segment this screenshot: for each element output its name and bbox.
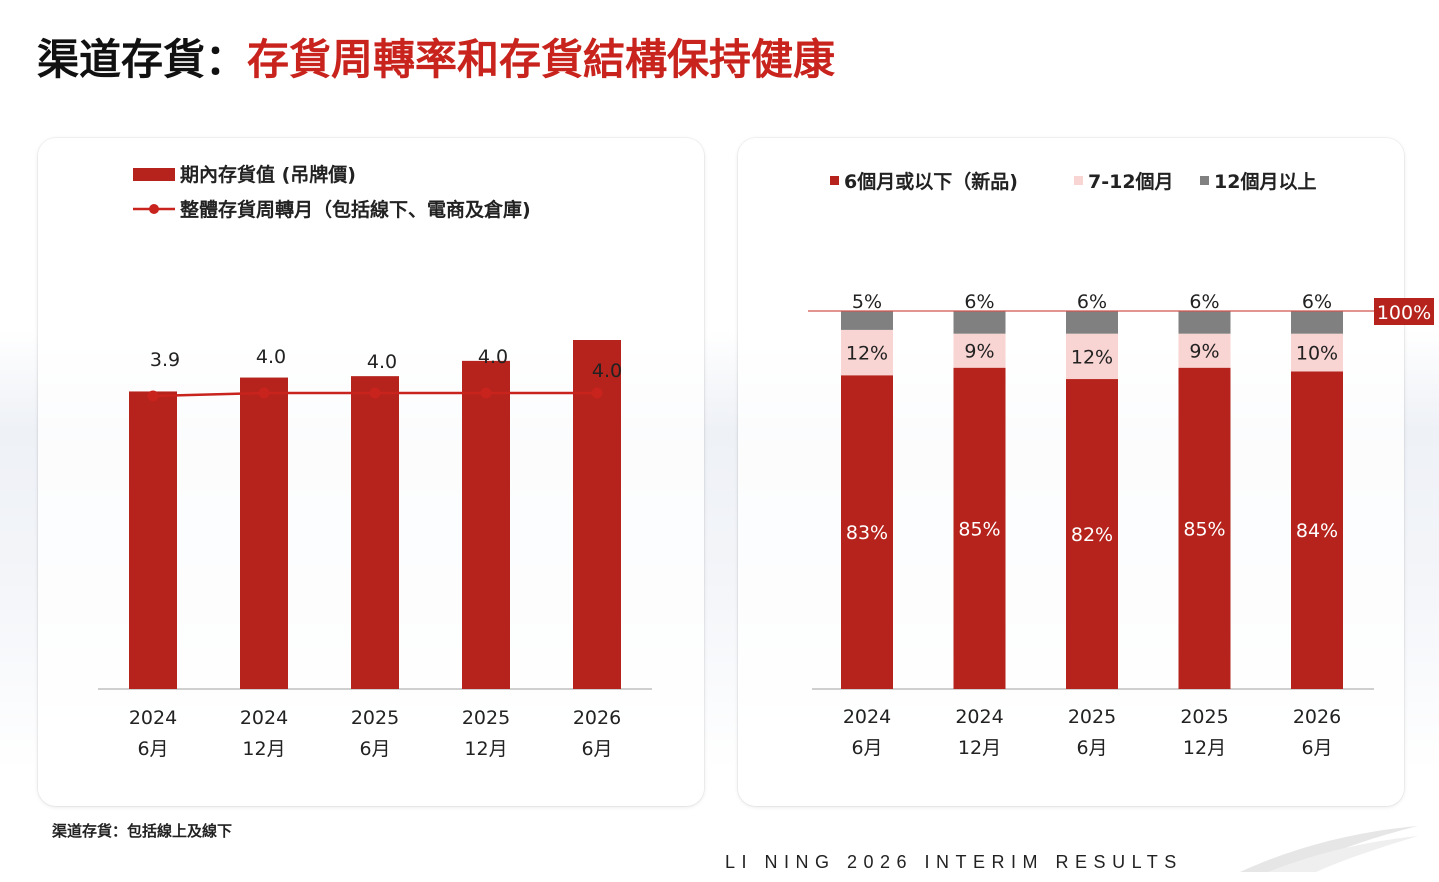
x-tick-label-year: 2026 (573, 707, 621, 729)
stacked-bar: 85% 9% 6% (1178, 291, 1231, 689)
x-tick-label-year: 2025 (1180, 706, 1228, 728)
data-label: 6% (1302, 291, 1332, 313)
legend-label: 7-12個月 (1088, 171, 1174, 193)
line-point (147, 390, 159, 402)
legend-marker-turnover (149, 204, 159, 214)
data-label: 3.9 (150, 349, 180, 371)
data-label: 4.0 (367, 351, 397, 373)
x-tick-label-year: 2024 (129, 707, 177, 729)
bar-series-inventory-value (129, 340, 621, 689)
line-point (591, 387, 603, 399)
data-label: 4.0 (592, 360, 622, 382)
x-tick-label-year: 2025 (1068, 706, 1116, 728)
bar-segment (841, 329, 893, 376)
bar-segment (1066, 333, 1118, 380)
line-point (258, 387, 270, 399)
data-label: 6% (1189, 291, 1219, 313)
bar-segment (1066, 379, 1118, 689)
bar-segment (953, 311, 1006, 334)
x-tick-label-month: 12月 (464, 738, 507, 760)
legend-label: 6個月或以下（新品) (844, 170, 1018, 193)
bar-segment (841, 311, 893, 330)
bar-segment (841, 375, 893, 689)
title-main: 存貨周轉率和存貨結構保持健康 (247, 35, 836, 84)
bar-segment (953, 333, 1006, 368)
x-tick-label-month: 12月 (242, 738, 285, 760)
data-label: 4.0 (478, 346, 508, 368)
bar-segment (1178, 367, 1231, 689)
legend-swatch-inventory-value (133, 168, 175, 181)
bar-segment (1178, 311, 1231, 334)
x-tick-label-year: 2024 (955, 706, 1003, 728)
data-label: 9% (964, 341, 994, 363)
x-tick-label-month: 6月 (1301, 737, 1332, 759)
x-tick-label-month: 6月 (359, 738, 390, 760)
li-ning-logo (1240, 826, 1418, 872)
title-prefix: 渠道存貨： (37, 35, 248, 84)
chart-legend: 6個月或以下（新品) 7-12個月 12個月以上 (830, 170, 1316, 193)
chart-legend: 期內存貨值 (吊牌價) 整體存貨周轉月（包括線下、電商及倉庫) (133, 163, 531, 221)
legend-swatch (830, 176, 839, 185)
bar-segment (953, 367, 1006, 689)
inventory-aging-chart: 6個月或以下（新品) 7-12個月 12個月以上83%12%5%85%9%6%82%… (808, 170, 1434, 759)
bar (129, 391, 177, 689)
x-tick-label-month: 6月 (137, 738, 168, 760)
x-tick-label-month: 6月 (581, 738, 612, 760)
bar (240, 377, 288, 689)
data-label: 85% (1183, 518, 1225, 540)
data-label: 6% (964, 291, 994, 313)
inventory-turnover-chart: 期內存貨值 (吊牌價) 整體存貨周轉月（包括線下、電商及倉庫) 3.9 4.0 4.0 4… (98, 163, 652, 760)
legend-swatch (1200, 176, 1209, 185)
stacked-bar: 85% 9% 6% (953, 291, 1006, 689)
x-tick-label-year: 2025 (351, 707, 399, 729)
x-tick-label-month: 12月 (958, 737, 1001, 759)
data-label: 85% (958, 518, 1000, 540)
data-label: 83% (846, 522, 888, 544)
footer-report-title: LI NING 2026 INTERIM RESULTS (725, 852, 1183, 872)
bar-segment (1066, 311, 1118, 334)
legend-swatch (1074, 176, 1083, 185)
bar-segment (1291, 311, 1343, 334)
stacked-bar: 83% 12% 5% (841, 291, 893, 689)
data-label: 6% (1077, 291, 1107, 313)
x-tick-label-year: 2024 (843, 706, 891, 728)
reference-label: 100% (1377, 302, 1431, 324)
data-label: 84% (1296, 520, 1338, 542)
legend-label-inventory-value: 期內存貨值 (吊牌價) (180, 163, 356, 186)
legend-label: 12個月以上 (1214, 171, 1316, 193)
x-tick-label-month: 6月 (851, 737, 882, 759)
inventory-turnover-chart-panel: 期內存貨值 (吊牌價) 整體存貨周轉月（包括線下、電商及倉庫) 3.9 4.0 4.0 4… (38, 138, 704, 806)
reference-label-box (1374, 298, 1434, 325)
bar (462, 360, 510, 689)
stacked-bar: 82% 12% 6% (1066, 291, 1118, 689)
line-point (369, 387, 381, 399)
page-title: 渠道存貨：存貨周轉率和存貨結構保持健康 (37, 30, 835, 90)
data-label: 12% (846, 343, 888, 365)
footnote: 渠道存貨：包括線上及線下 (52, 822, 233, 840)
bar-segment (1291, 333, 1343, 372)
x-tick-label-year: 2025 (462, 707, 510, 729)
data-label: 10% (1296, 343, 1338, 365)
data-label: 4.0 (256, 346, 286, 368)
data-label: 12% (1071, 346, 1113, 368)
bar (351, 376, 399, 689)
data-label: 9% (1189, 341, 1219, 363)
bar-segment (1291, 371, 1343, 689)
bar-segment (1178, 333, 1231, 368)
x-tick-label-year: 2024 (240, 707, 288, 729)
stacked-bar: 84% 10% 6% (1291, 291, 1343, 689)
data-label: 82% (1071, 524, 1113, 546)
x-tick-label-year: 2026 (1293, 706, 1341, 728)
data-label: 5% (852, 291, 882, 313)
inventory-aging-chart-panel: 6個月或以下（新品) 7-12個月 12個月以上 83% 12% 5% 85% 9% 6% 82%… (738, 138, 1434, 806)
line-point (480, 387, 492, 399)
x-tick-label-month: 12月 (1183, 737, 1226, 759)
legend-label-turnover: 整體存貨周轉月（包括線下、電商及倉庫) (180, 198, 531, 221)
x-tick-label-month: 6月 (1076, 737, 1107, 759)
